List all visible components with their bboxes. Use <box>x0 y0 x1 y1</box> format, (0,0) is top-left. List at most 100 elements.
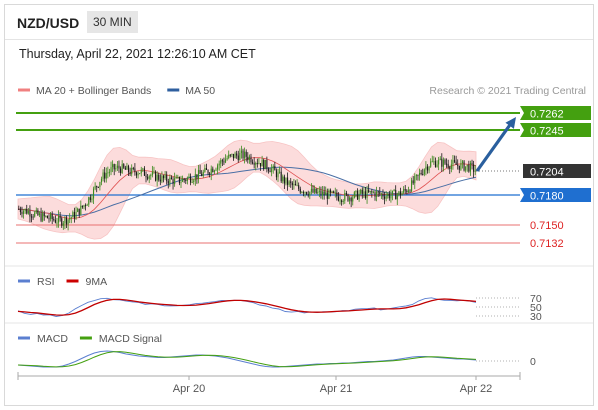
candle-body <box>56 222 58 224</box>
candle-body <box>266 160 268 169</box>
candle-body <box>250 156 252 163</box>
candle-body <box>131 167 133 175</box>
candle-body <box>460 163 462 170</box>
candle-body <box>185 179 187 181</box>
timeframe-badge[interactable]: 30 MIN <box>87 11 138 33</box>
candle-body <box>380 193 382 195</box>
candle-body <box>150 175 152 177</box>
candle-body <box>248 156 250 161</box>
candle-body <box>147 177 149 179</box>
resistance-tag <box>520 123 591 137</box>
candle-body <box>69 218 71 220</box>
candle-body <box>50 213 52 219</box>
candle-body <box>158 174 160 180</box>
level-value: 0.7204 <box>530 167 564 179</box>
candle-body <box>177 176 179 178</box>
candle-body <box>263 159 265 170</box>
candle-body <box>337 196 339 201</box>
candle-body <box>104 172 106 179</box>
candle-body <box>384 196 386 199</box>
candle-body <box>361 189 363 194</box>
candle-body <box>156 174 158 181</box>
candle-body <box>396 194 398 200</box>
candle-body <box>302 192 305 194</box>
candle-body <box>240 150 242 153</box>
candle-body <box>38 213 41 216</box>
candle-body <box>40 213 42 221</box>
x-tick-label: Apr 22 <box>460 383 492 395</box>
candle-body <box>45 215 47 217</box>
candle-body <box>86 204 88 206</box>
candle-body <box>26 208 28 214</box>
candle-body <box>92 188 95 199</box>
rsi-level-label: 70 <box>530 293 542 305</box>
candle-body <box>218 163 220 166</box>
candle-body <box>124 167 126 170</box>
candle-body <box>220 160 222 164</box>
candle-body <box>143 168 145 176</box>
candle-body <box>213 170 215 173</box>
candle-body <box>245 151 247 157</box>
candle-body <box>271 168 273 173</box>
candle-body <box>155 171 157 181</box>
candle-body <box>442 159 444 167</box>
candle-body <box>376 191 378 197</box>
candle-body <box>314 188 316 193</box>
candle-body <box>89 197 91 200</box>
candle-body <box>294 183 297 186</box>
candle-body <box>239 152 241 161</box>
candle-body <box>360 189 362 194</box>
candle-body <box>404 189 406 191</box>
candle-body <box>436 164 438 167</box>
candle-body <box>164 174 166 179</box>
candle-body <box>447 164 449 168</box>
candle-body <box>277 172 279 178</box>
candle-body <box>423 169 425 175</box>
candle-body <box>37 210 39 216</box>
level-value: 0.7180 <box>530 191 564 203</box>
candle-body <box>224 159 227 163</box>
x-tick-label: Apr 20 <box>173 383 205 395</box>
candle-body <box>342 200 344 202</box>
candle-body <box>212 168 214 173</box>
level-value: 0.7150 <box>530 220 564 232</box>
candle-body <box>162 175 165 179</box>
candle-body <box>403 189 405 193</box>
macd-signal-line <box>17 351 477 368</box>
candle-body <box>54 219 56 223</box>
candle-body <box>364 191 367 199</box>
candle-body <box>315 188 317 194</box>
candle-body <box>458 165 460 170</box>
candle-body <box>97 186 99 188</box>
candle-body <box>247 156 249 161</box>
level-value: 0.7262 <box>530 109 564 121</box>
candle-body <box>166 174 168 182</box>
candle-body <box>368 189 370 192</box>
candle-body <box>61 218 63 226</box>
pivot-tag <box>520 188 591 202</box>
candle-body <box>473 164 475 172</box>
candle-body <box>285 177 287 184</box>
candle-body <box>283 176 285 184</box>
candle-body <box>326 192 328 199</box>
candle-body <box>280 171 282 182</box>
candle-body <box>369 190 371 192</box>
candle-body <box>182 178 184 182</box>
pair-title: NZD/USD <box>17 15 80 31</box>
candle-body <box>35 210 37 213</box>
candle-body <box>180 181 182 184</box>
candle-body <box>398 191 400 195</box>
candle-body <box>259 163 262 167</box>
candle-body <box>217 165 219 170</box>
candle-body <box>318 190 320 192</box>
candle-body <box>242 150 244 159</box>
candle-body <box>339 200 341 202</box>
candle-body <box>57 215 60 223</box>
candle-body <box>189 176 192 183</box>
candle-body <box>231 153 233 155</box>
candle-body <box>307 194 309 196</box>
rsi-level-label: 50 <box>530 302 542 314</box>
candle-body <box>377 191 379 193</box>
candle-body <box>425 166 427 170</box>
